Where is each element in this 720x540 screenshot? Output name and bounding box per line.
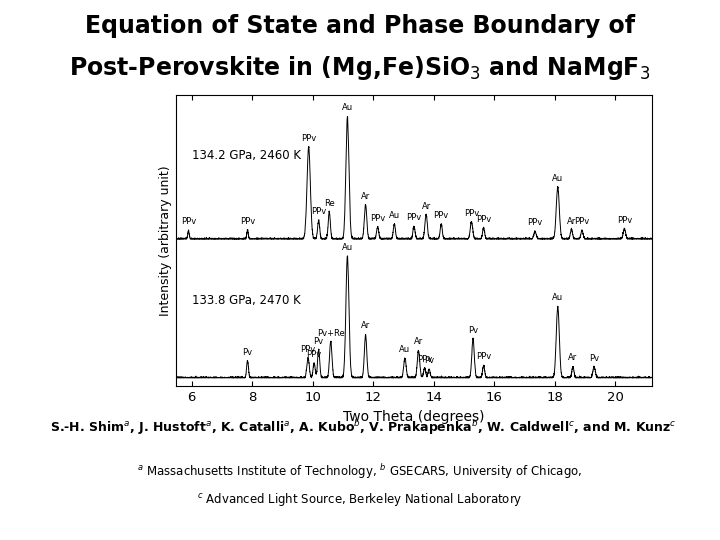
Text: PPv: PPv — [240, 218, 255, 226]
Text: PPv: PPv — [575, 218, 590, 226]
Text: Equation of State and Phase Boundary of: Equation of State and Phase Boundary of — [85, 14, 635, 37]
Text: PPv: PPv — [464, 209, 479, 218]
Y-axis label: Intensity (arbitrary unit): Intensity (arbitrary unit) — [159, 165, 172, 315]
Text: Ar: Ar — [361, 321, 370, 330]
Text: 133.8 GPa, 2470 K: 133.8 GPa, 2470 K — [192, 294, 300, 307]
Text: Ar: Ar — [567, 217, 576, 226]
Text: Post-Perovskite in (Mg,Fe)SiO$_3$ and NaMgF$_3$: Post-Perovskite in (Mg,Fe)SiO$_3$ and Na… — [69, 54, 651, 82]
Text: Ar: Ar — [421, 202, 431, 211]
Text: Pv: Pv — [468, 326, 478, 335]
Text: Au: Au — [389, 211, 400, 220]
Text: PPv: PPv — [370, 213, 385, 222]
Text: 134.2 GPa, 2460 K: 134.2 GPa, 2460 K — [192, 149, 300, 162]
Text: PPv: PPv — [528, 218, 543, 227]
Text: $^a$ Massachusetts Institute of Technology, $^b$ GSECARS, University of Chicago,: $^a$ Massachusetts Institute of Technolo… — [138, 462, 582, 481]
Text: Pv: Pv — [589, 354, 599, 363]
X-axis label: Two Theta (degrees): Two Theta (degrees) — [343, 409, 485, 423]
Text: Pv+Re: Pv+Re — [317, 329, 345, 338]
Text: PPv: PPv — [617, 216, 632, 225]
Text: Pv: Pv — [424, 356, 434, 365]
Text: PPv: PPv — [433, 211, 449, 220]
Text: PPv: PPv — [301, 134, 316, 143]
Text: PPv: PPv — [417, 355, 432, 364]
Text: Pv: Pv — [314, 337, 324, 346]
Text: PPv: PPv — [181, 217, 197, 226]
Text: Ar: Ar — [361, 192, 370, 201]
Text: Ar: Ar — [568, 354, 577, 362]
Text: PPv: PPv — [307, 350, 322, 359]
Text: Pv: Pv — [243, 348, 253, 356]
Text: PPv: PPv — [311, 207, 326, 216]
Text: PPv: PPv — [300, 345, 315, 354]
Text: $^c$ Advanced Light Source, Berkeley National Laboratory: $^c$ Advanced Light Source, Berkeley Nat… — [197, 491, 523, 508]
Text: Re: Re — [324, 199, 335, 207]
Text: Au: Au — [552, 293, 563, 302]
Text: Au: Au — [342, 103, 353, 112]
Text: PPv: PPv — [406, 213, 422, 222]
Text: Au: Au — [552, 174, 563, 184]
Text: PPv: PPv — [476, 215, 491, 224]
Text: S.-H. Shim$^a$, J. Hustoft$^a$, K. Catalli$^a$, A. Kubo$^b$, V. Prakapenka$^b$, : S.-H. Shim$^a$, J. Hustoft$^a$, K. Catal… — [50, 418, 677, 437]
Text: Au: Au — [400, 345, 410, 354]
Text: Au: Au — [342, 242, 353, 252]
Text: Ar: Ar — [414, 337, 423, 346]
Text: PPv: PPv — [476, 352, 491, 361]
